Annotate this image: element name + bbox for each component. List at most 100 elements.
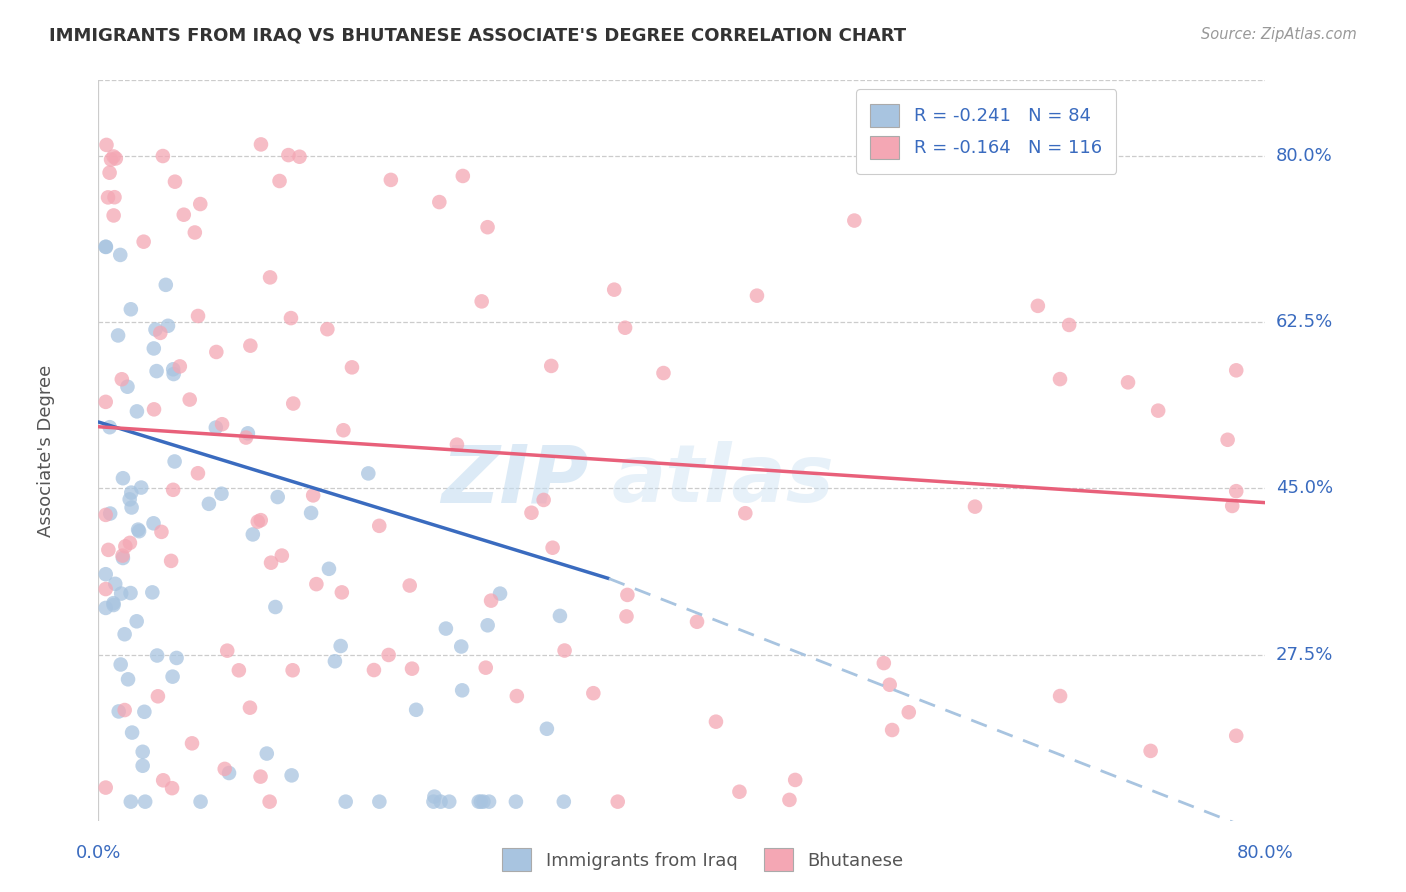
Point (422, 795, 444, 809)
Point (156, 318, 179, 333)
Point (146, 648, 169, 663)
Point (94, 567, 117, 582)
Point (104, 152, 127, 166)
Point (111, 372, 134, 386)
Point (603, 283, 626, 297)
Point (434, 622, 457, 636)
Point (96, 137, 118, 152)
Point (236, 426, 259, 441)
Point (120, 302, 142, 317)
Point (98, 420, 121, 434)
Point (1116, 376, 1139, 390)
Point (218, 766, 240, 780)
Point (184, 226, 207, 240)
Text: 27.5%: 27.5% (1275, 646, 1333, 664)
Point (963, 500, 986, 514)
Point (163, 454, 186, 468)
Point (149, 326, 172, 340)
Point (277, 148, 299, 162)
Point (103, 209, 125, 223)
Point (1147, 403, 1170, 417)
Point (143, 402, 166, 417)
Point (111, 551, 134, 566)
Point (533, 492, 555, 507)
Point (239, 339, 262, 353)
Point (235, 431, 257, 445)
Point (127, 523, 149, 537)
Point (427, 195, 450, 210)
Point (249, 770, 271, 784)
Point (398, 578, 420, 592)
Point (280, 311, 302, 326)
Point (704, 714, 727, 729)
Point (882, 723, 904, 737)
Point (98, 166, 121, 180)
Point (110, 657, 132, 672)
Point (380, 173, 402, 187)
Point (155, 277, 177, 292)
Point (94, 240, 117, 254)
Point (451, 169, 474, 183)
Point (844, 213, 866, 227)
Point (145, 364, 167, 378)
Point (686, 615, 709, 629)
Point (114, 539, 136, 553)
Point (264, 600, 287, 615)
Point (114, 703, 136, 717)
Point (1216, 433, 1239, 447)
Point (246, 515, 269, 529)
Point (785, 772, 807, 787)
Point (280, 768, 302, 782)
Point (299, 506, 322, 520)
Point (103, 149, 125, 163)
Point (281, 663, 304, 677)
Point (131, 745, 153, 759)
Point (117, 673, 139, 687)
Point (181, 736, 204, 750)
Point (1049, 372, 1071, 386)
Point (470, 795, 492, 809)
Point (162, 367, 184, 381)
Point (553, 795, 575, 809)
Point (335, 795, 357, 809)
Point (520, 506, 543, 520)
Text: 0.0%: 0.0% (76, 845, 121, 863)
Point (142, 516, 165, 531)
Point (162, 670, 184, 684)
Point (211, 417, 233, 432)
Point (323, 654, 346, 668)
Point (288, 150, 311, 164)
Point (104, 577, 127, 591)
Text: IMMIGRANTS FROM IRAQ VS BHUTANESE ASSOCIATE'S DEGREE CORRELATION CHART: IMMIGRANTS FROM IRAQ VS BHUTANESE ASSOCI… (49, 27, 907, 45)
Point (652, 366, 675, 380)
Point (94, 582, 117, 596)
Text: 62.5%: 62.5% (1275, 313, 1333, 331)
Text: 80.0%: 80.0% (1237, 845, 1294, 863)
Point (163, 175, 186, 189)
Point (146, 690, 169, 704)
Point (160, 554, 183, 568)
Point (132, 235, 155, 249)
Point (188, 197, 211, 211)
Point (554, 643, 576, 657)
Point (125, 404, 148, 418)
Point (879, 678, 901, 692)
Point (330, 585, 353, 599)
Point (302, 488, 325, 502)
Point (505, 795, 527, 809)
Point (259, 795, 281, 809)
Point (169, 359, 191, 374)
Point (1026, 299, 1049, 313)
Point (283, 396, 305, 410)
Point (267, 490, 290, 504)
Point (467, 795, 489, 809)
Point (606, 795, 628, 809)
Point (1220, 499, 1243, 513)
Point (228, 663, 250, 677)
Point (114, 627, 136, 641)
Point (250, 137, 273, 152)
Point (103, 190, 125, 204)
Point (214, 762, 236, 776)
Point (94, 508, 117, 522)
Point (472, 795, 495, 809)
